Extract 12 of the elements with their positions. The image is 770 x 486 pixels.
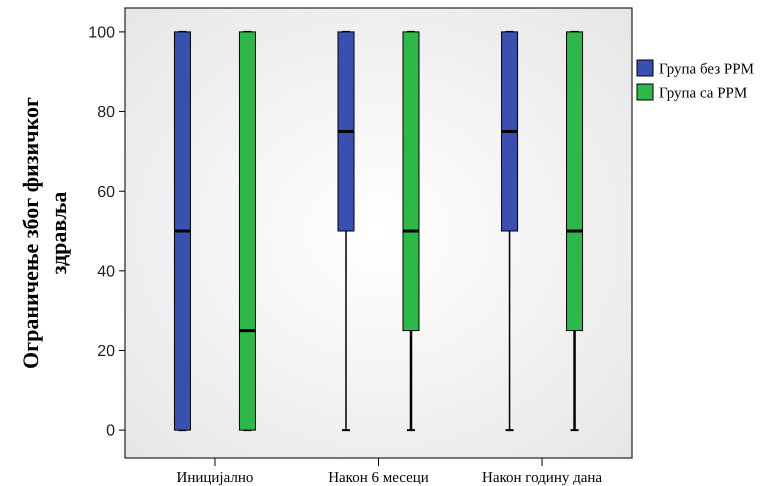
y-tick-label: 100 (88, 24, 116, 42)
y-tick-label: 80 (97, 104, 116, 122)
x-tick-label: Иницијално (176, 470, 254, 486)
y-axis-title: Ограничење због физичког здравља (18, 97, 71, 369)
y-tick-label: 60 (97, 184, 116, 201)
y-tick-label: 0 (106, 422, 116, 440)
y-tick-label: 40 (97, 263, 116, 280)
legend-label: Група без РРМ (659, 61, 754, 78)
y-tick-label: 20 (97, 343, 116, 360)
x-tick-label: Након 6 месеци (328, 470, 429, 486)
legend-label: Група са РРМ (659, 85, 748, 102)
x-tick-label: Након годину дана (482, 470, 602, 486)
